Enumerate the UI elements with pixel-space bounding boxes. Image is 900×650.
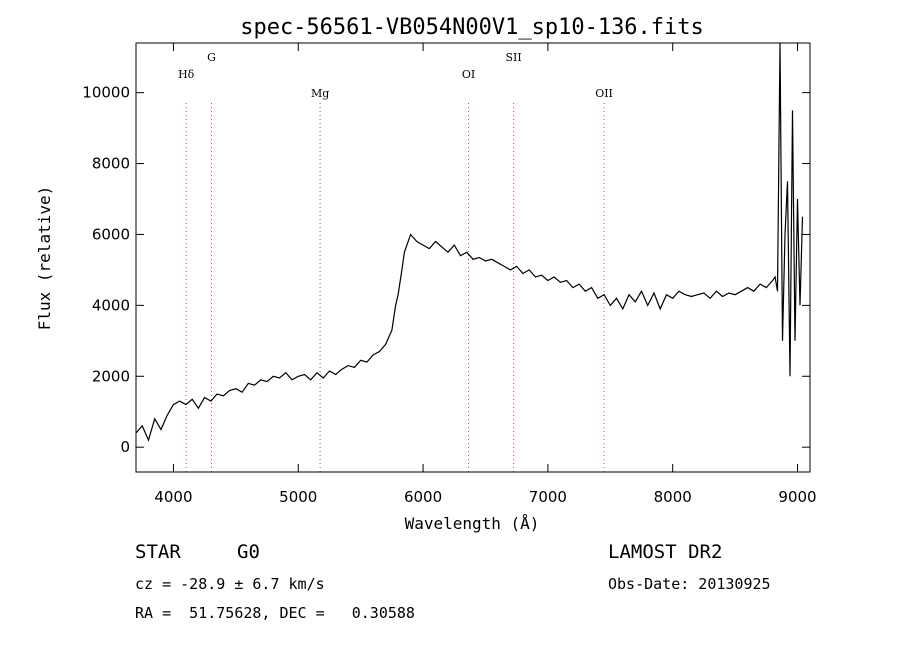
x-tick-label: 5000 (279, 488, 317, 506)
x-tick-label: 6000 (404, 488, 442, 506)
x-tick-label: 7000 (529, 488, 567, 506)
line-marker-label: OII (595, 87, 613, 100)
y-tick-label: 8000 (92, 155, 130, 173)
line-marker-label: OI (462, 68, 475, 81)
x-tick-label: 4000 (154, 488, 192, 506)
line-marker-label: Mg (311, 87, 329, 100)
chart-title: spec-56561-VB054N00V1_sp10-136.fits (240, 15, 704, 40)
y-tick-label: 4000 (92, 296, 130, 314)
line-marker-label: Hδ (178, 68, 195, 81)
object-subclass: G0 (237, 541, 260, 563)
x-axis: 4000 5000 6000 7000 8000 9000 (154, 43, 817, 506)
spectrum-line (135, 42, 804, 442)
x-tick-label: 9000 (778, 488, 816, 506)
x-tick-label: 8000 (654, 488, 692, 506)
y-tick-label: 2000 (92, 367, 130, 385)
object-class: STAR (135, 541, 181, 563)
y-tick-label: 0 (120, 438, 130, 456)
spectrum-trace (135, 42, 804, 442)
y-axis: 0 2000 4000 6000 8000 10000 (82, 84, 810, 456)
y-tick-label: 10000 (82, 84, 130, 102)
spectral-line-markers: Hδ G Mg OI SII OII (178, 51, 613, 472)
y-axis-label: Flux (relative) (35, 186, 54, 331)
y-tick-label: 6000 (92, 225, 130, 243)
coordinates: RA = 51.75628, DEC = 0.30588 (135, 604, 415, 622)
obs-date: Obs-Date: 20130925 (608, 575, 771, 593)
redshift-info: cz = -28.9 ± 6.7 km/s (135, 575, 325, 593)
line-marker-label: SII (505, 51, 521, 64)
plot-frame (135, 42, 811, 473)
x-axis-label: Wavelength (Å) (405, 514, 540, 533)
line-marker-label: G (207, 51, 216, 64)
survey-name: LAMOST DR2 (608, 541, 723, 563)
